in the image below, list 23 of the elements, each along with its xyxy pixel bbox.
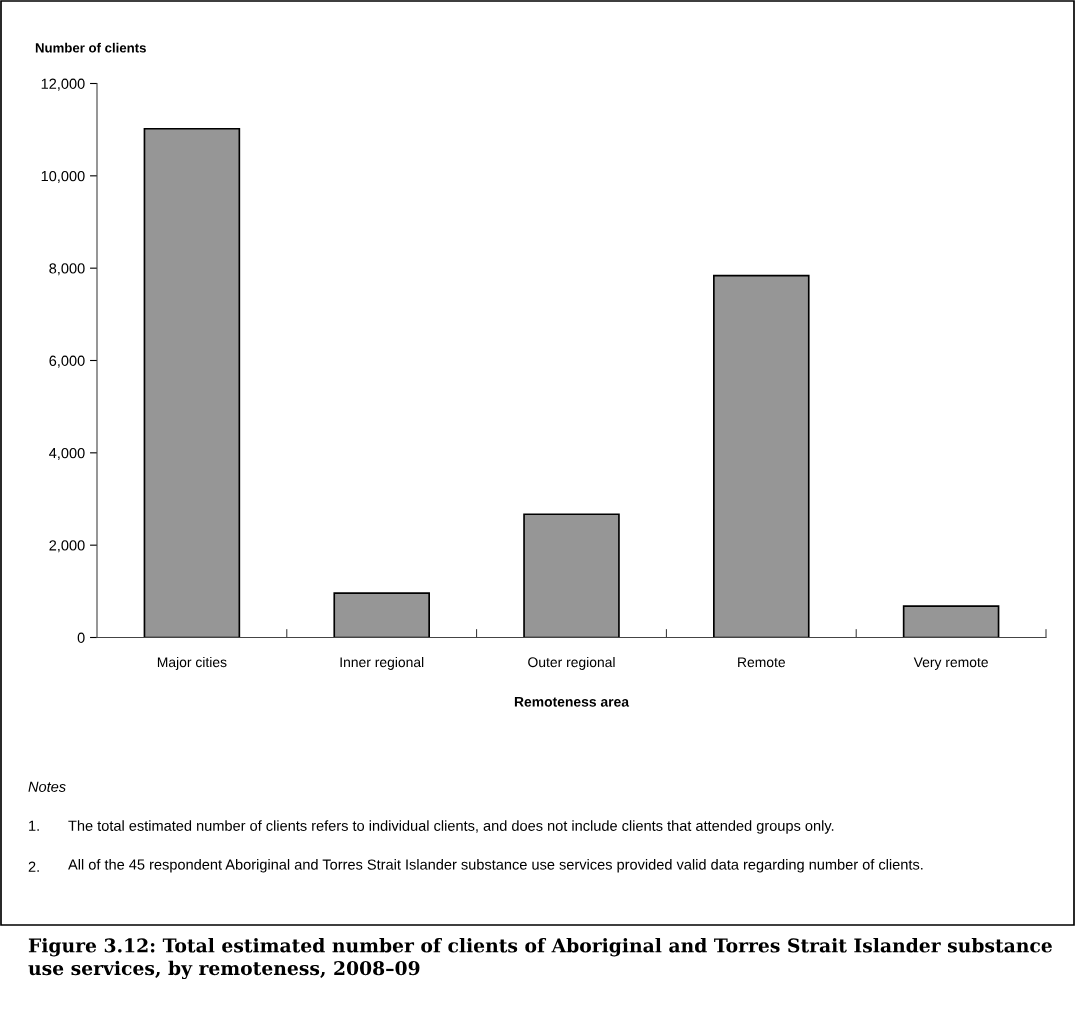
- bar: [902, 605, 1000, 638]
- x-tick-label: Inner regional: [340, 656, 424, 670]
- y-tick-label: 8,000: [49, 263, 85, 276]
- y-tick-label: 2,000: [49, 540, 85, 553]
- x-tick-label: Major cities: [157, 656, 227, 670]
- text: 1. The total estimated number of clients refers to individual clients, and does not include clients that attended groups only.: [29, 820, 834, 834]
- y-tick-label: 10,000: [41, 170, 85, 183]
- y-tick-label: 4,000: [49, 447, 85, 460]
- y-axis-title: Number of clients: [35, 42, 146, 53]
- text: Notes: [28, 781, 66, 792]
- x-tick-label: Very remote: [913, 657, 988, 670]
- bar: [523, 513, 620, 638]
- x-tick-label: Outer regional: [528, 656, 615, 670]
- y-tick-label: 6,000: [49, 355, 85, 368]
- x-tick-label: Remote: [738, 657, 785, 668]
- bar: [713, 274, 810, 638]
- text: 2. All of the 45 respondent Aboriginal and Torres Strait Islander substance use services provided valid data regarding number of clients.: [28, 859, 923, 873]
- bar: [143, 127, 241, 638]
- x-axis-title: Remoteness area: [514, 697, 630, 707]
- y-tick-label: 0: [77, 632, 85, 643]
- y-tick-label: 12,000: [41, 78, 85, 91]
- text: Figure 3.12: Total estimated number of clients of Aboriginal and Torres Strait Islander substance use services, by remoteness, 2008–09: [28, 938, 1052, 980]
- bar: [333, 592, 430, 638]
